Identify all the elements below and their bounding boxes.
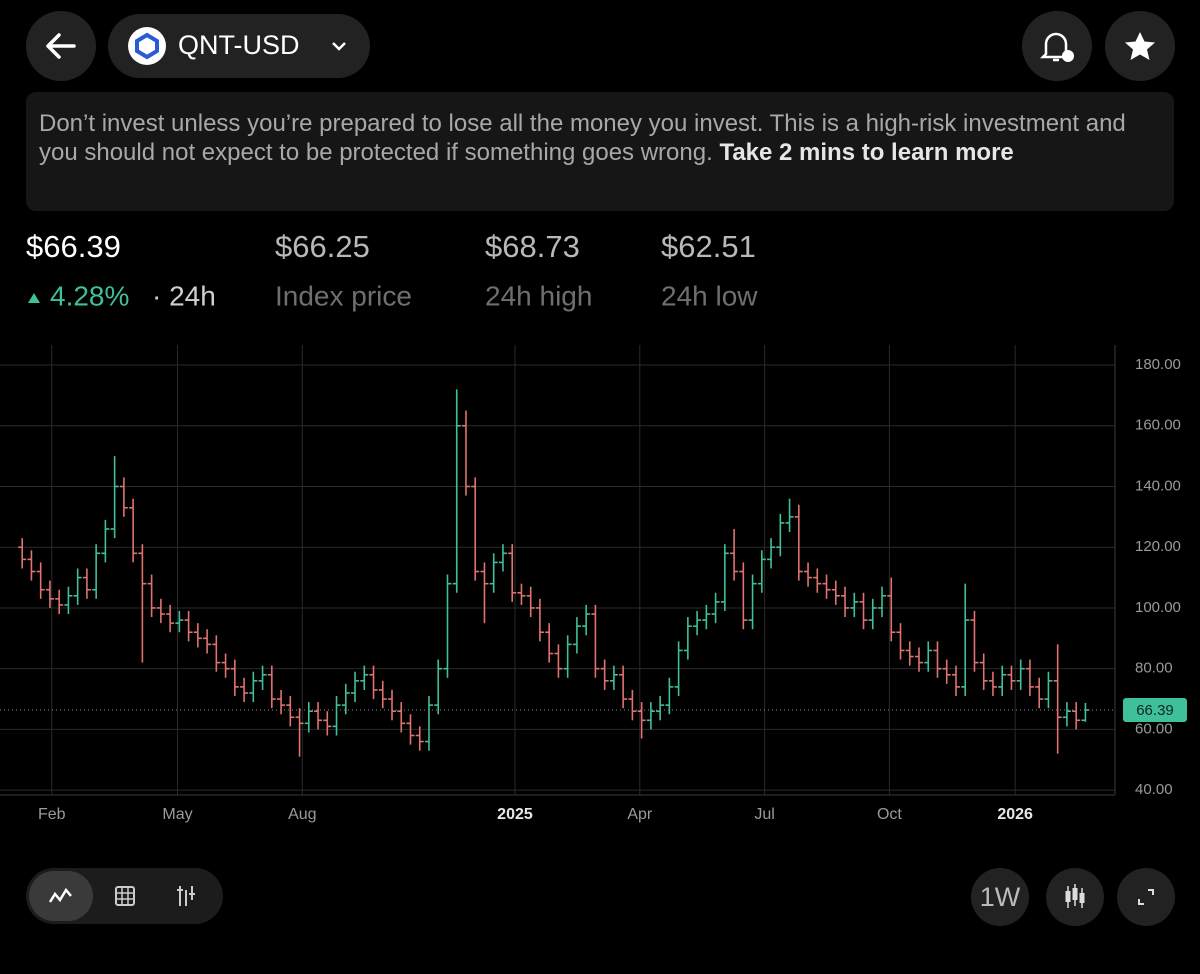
interval: 1W bbox=[980, 882, 1021, 912]
y-tick-label: 160.00 bbox=[1135, 417, 1181, 434]
chevron bbox=[332, 42, 346, 51]
x-tick-label: 2025 bbox=[497, 806, 533, 823]
disclaimer-text: Don’t invest unless you’re prepared to l… bbox=[39, 110, 1126, 166]
fullscreen-icon bbox=[1138, 889, 1154, 905]
disclaimer: Don’t invest unless you’re prepared to l… bbox=[39, 109, 1154, 167]
stat-label: 24h high bbox=[485, 280, 592, 311]
coin-logo-mark bbox=[135, 32, 159, 60]
stat-label: Index price bbox=[275, 280, 412, 311]
disclaimer-box bbox=[26, 92, 1174, 211]
learn-more-link[interactable]: Take 2 mins to learn more bbox=[719, 139, 1014, 166]
coin-logo bbox=[128, 27, 166, 65]
fullscreen-button[interactable] bbox=[1117, 868, 1175, 926]
line-icon bbox=[48, 887, 72, 903]
depth-view[interactable] bbox=[177, 886, 195, 906]
candle-2 bbox=[1072, 888, 1078, 900]
x-tick-label: Feb bbox=[38, 806, 66, 823]
candle-3 bbox=[1079, 893, 1085, 903]
stat-value: $62.51 bbox=[661, 229, 756, 264]
x-tick-label: Oct bbox=[877, 806, 902, 823]
x-tick-label: 2026 bbox=[997, 806, 1033, 823]
alert-button[interactable] bbox=[1022, 11, 1092, 81]
stat-value: $68.73 bbox=[485, 229, 580, 264]
change-period: · 24h bbox=[152, 280, 216, 311]
stat-value: $66.25 bbox=[275, 229, 370, 264]
x-tick-label: Apr bbox=[627, 806, 653, 823]
bell-plus bbox=[1062, 50, 1074, 62]
candle-1 bbox=[1065, 891, 1071, 902]
table-view[interactable] bbox=[115, 886, 135, 906]
last-price-label: 66.39 bbox=[1136, 702, 1174, 719]
ticker: QNT-USD bbox=[178, 30, 300, 60]
price-change: 4.28% bbox=[50, 280, 129, 311]
x-tick-label: Aug bbox=[288, 806, 316, 823]
y-tick-label: 60.00 bbox=[1135, 720, 1173, 737]
y-tick-label: 140.00 bbox=[1135, 477, 1181, 494]
y-tick-label: 180.00 bbox=[1135, 356, 1181, 373]
y-tick-label: 100.00 bbox=[1135, 599, 1181, 616]
y-tick-label: 40.00 bbox=[1135, 781, 1173, 798]
back-icon bbox=[46, 33, 76, 59]
price: $66.39 bbox=[26, 229, 121, 264]
x-tick-label: May bbox=[162, 806, 192, 823]
stat-label: 24h low bbox=[661, 280, 758, 311]
ticker-pill[interactable] bbox=[108, 14, 370, 78]
x-tick-label: Jul bbox=[754, 806, 774, 823]
y-tick-label: 120.00 bbox=[1135, 538, 1181, 555]
interval-button[interactable] bbox=[971, 868, 1029, 926]
up-arrow bbox=[28, 293, 40, 303]
table-icon bbox=[116, 887, 134, 905]
y-tick-label: 80.00 bbox=[1135, 660, 1173, 677]
star-icon bbox=[1125, 32, 1155, 60]
last-price-tag bbox=[1123, 698, 1187, 723]
